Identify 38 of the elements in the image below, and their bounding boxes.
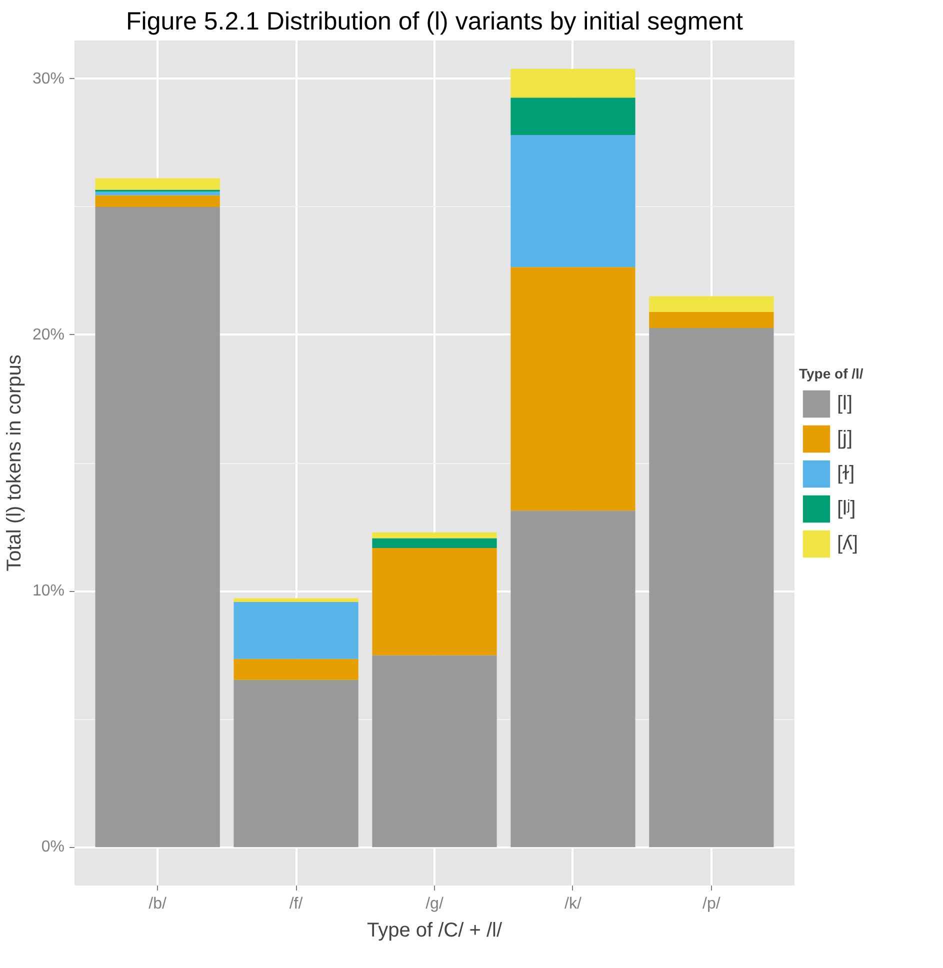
y-tick-label: 10% [32, 582, 65, 600]
y-tick-label: 20% [32, 326, 65, 344]
bar [372, 548, 497, 656]
y-tick-label: 30% [32, 70, 65, 88]
bar [649, 296, 774, 312]
bar [372, 532, 497, 538]
y-axis-title: Total (l) tokens in corpus [3, 354, 26, 572]
bar [95, 178, 220, 190]
bar [510, 510, 636, 848]
bar [510, 134, 636, 268]
legend-label: [j] [837, 426, 854, 451]
legend-title: Type of /l/ [799, 366, 864, 382]
y-tick-label: 0% [41, 838, 64, 856]
bar [510, 267, 636, 511]
bar [510, 98, 636, 135]
bar [372, 538, 497, 548]
bar [95, 192, 220, 196]
bar [95, 206, 220, 848]
bar [510, 68, 636, 98]
bar [372, 655, 497, 848]
x-tick-label: /g/ [426, 896, 444, 912]
x-tick-label: /b/ [148, 896, 168, 912]
legend-label: [ɫ] [837, 461, 856, 486]
bar [234, 602, 358, 659]
bar [234, 680, 358, 848]
bar [234, 598, 358, 602]
x-tick-label: /p/ [702, 896, 721, 912]
bar [649, 312, 774, 328]
bar [649, 328, 774, 848]
x-tick-label: /k/ [564, 896, 582, 912]
legend-label: [l] [837, 391, 854, 416]
x-tick-label: /f/ [289, 896, 304, 912]
chart-title: Figure 5.2.1 Distribution of (l) variants by initial segment [126, 8, 744, 36]
bar [95, 195, 220, 207]
x-axis-title: Type of /C/ + /l/ [366, 920, 502, 942]
legend-label: [ʎ] [837, 531, 858, 556]
bar [234, 658, 358, 680]
legend-label: [lʲ] [837, 496, 857, 521]
